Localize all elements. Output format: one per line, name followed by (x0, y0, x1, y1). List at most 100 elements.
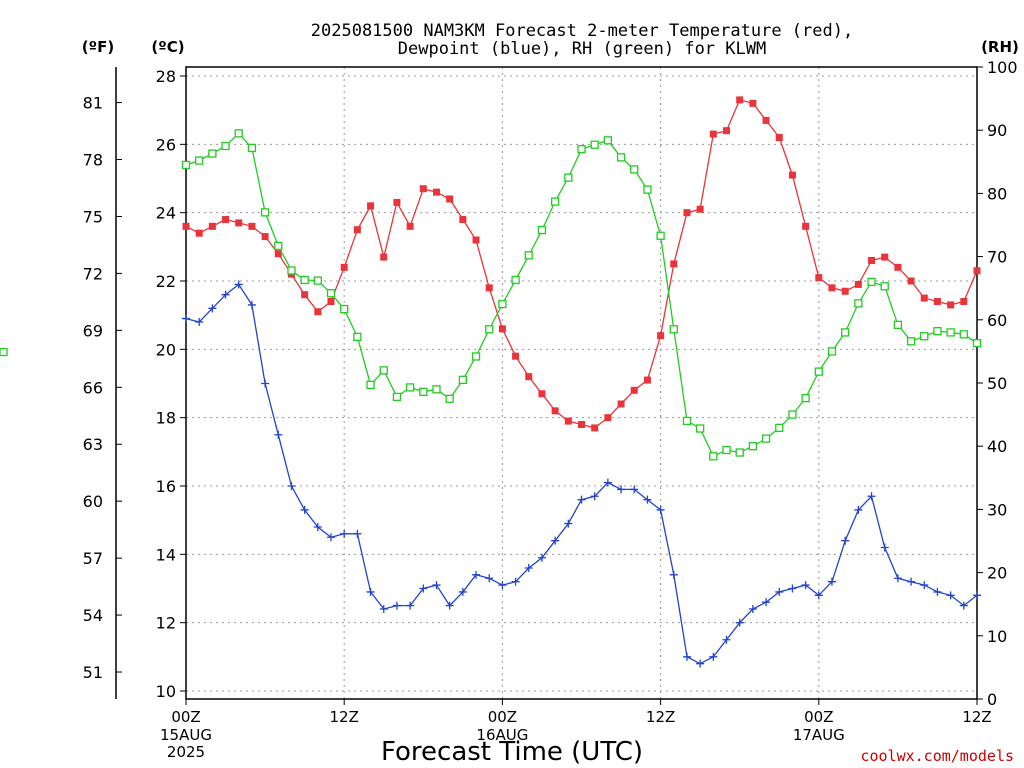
dewpoint-point (406, 601, 415, 610)
dewpoint-point (379, 605, 388, 613)
rh-point (577, 145, 586, 154)
rh-point (590, 140, 599, 149)
fahrenheit-tick-label: 60 (83, 492, 103, 511)
celsius-tick-label: 14 (156, 545, 176, 564)
rh-point (854, 299, 863, 308)
temperature-point (815, 274, 823, 282)
fahrenheit-tick-label: 78 (83, 151, 103, 170)
temperature-point (446, 195, 454, 203)
temperature-point (485, 284, 493, 292)
celsius-tick-label: 24 (156, 204, 176, 223)
dewpoint-point (959, 601, 968, 610)
temperature-point (327, 298, 335, 305)
plot-frame (185, 66, 978, 700)
temperature-point (367, 202, 375, 210)
dewpoint-point (867, 492, 876, 501)
series-line-dewpoint (185, 283, 978, 665)
temperature-point (182, 222, 190, 230)
temperature-point (380, 253, 388, 261)
rh-point (181, 160, 191, 170)
fahrenheit-tick-label: 51 (83, 663, 103, 682)
dewpoint-point (551, 536, 560, 545)
rh-point (471, 352, 481, 361)
rh-point (524, 251, 533, 260)
temperature-point (274, 250, 282, 258)
fahrenheit-unit-label: (ºF) (82, 38, 114, 56)
rh-point (616, 153, 626, 162)
temperature-point (498, 325, 506, 333)
dewpoint-point (907, 577, 916, 586)
temperature-point (353, 226, 361, 234)
dewpoint-point (208, 304, 217, 313)
celsius-unit-label: (ºC) (151, 38, 184, 56)
rh-point (709, 452, 718, 461)
dewpoint-point (537, 553, 546, 562)
rh-point (419, 387, 428, 396)
rh-point (841, 328, 850, 337)
celsius-tick-label: 16 (156, 477, 176, 496)
rh-point (274, 241, 283, 251)
dewpoint-point (195, 318, 204, 326)
rh-point (247, 143, 257, 153)
temperature-point (472, 236, 480, 244)
dewpoint-point (762, 598, 771, 607)
temperature-point (512, 352, 520, 360)
rh-point (630, 165, 639, 174)
temperature-point (604, 414, 612, 422)
dewpoint-point (814, 591, 823, 600)
temperature-point (578, 421, 585, 428)
dewpoint-point (669, 570, 678, 579)
dewpoint-point (603, 478, 612, 487)
temperature-point (538, 390, 546, 398)
rh-point (801, 394, 810, 403)
dewpoint-point (880, 543, 889, 552)
dewpoint-point (313, 523, 322, 531)
temperature-point (683, 209, 691, 217)
fahrenheit-tick-label: 57 (83, 549, 103, 568)
rh-point (195, 156, 204, 165)
rh-point (498, 299, 507, 309)
dewpoint-point (656, 505, 665, 514)
temperature-point (868, 257, 876, 264)
temperature-point (973, 267, 981, 275)
rh-point (445, 394, 454, 403)
dewpoint-point (788, 584, 797, 593)
x-axis-label: Forecast Time (UTC) (381, 737, 643, 767)
celsius-tick-label: 20 (156, 340, 176, 359)
dewpoint-point (353, 529, 362, 538)
dewpoint-point (682, 652, 691, 661)
temperature-point (591, 424, 599, 432)
fahrenheit-tick-label: 81 (83, 94, 103, 113)
dewpoint-point (366, 587, 375, 596)
rh-point (669, 325, 678, 334)
temperature-point (762, 116, 770, 124)
dewpoint-point (893, 574, 902, 583)
temperature-point (894, 263, 902, 271)
celsius-tick-label: 26 (156, 135, 176, 154)
rh-tick-label: 0 (987, 690, 997, 709)
chart-title-line1: 2025081500 NAM3KM Forecast 2-meter Tempe… (311, 21, 853, 41)
rh-point (788, 410, 797, 419)
dewpoint-point (511, 577, 520, 586)
rh-point (511, 275, 520, 285)
fahrenheit-tick-label: 69 (83, 321, 103, 340)
temperature-point (907, 277, 915, 285)
dewpoint-point (274, 430, 283, 439)
rh-tick-label: 80 (987, 184, 1007, 203)
rh-tick-label: 10 (987, 627, 1007, 646)
dewpoint-point (300, 505, 309, 514)
rh-point (603, 136, 613, 145)
temperature-point (630, 386, 638, 394)
rh-point (880, 282, 889, 291)
dewpoint-point (801, 581, 810, 590)
celsius-tick-label: 18 (156, 409, 176, 428)
rh-unit-label: (RH) (981, 38, 1019, 56)
temperature-point (960, 298, 968, 305)
fahrenheit-tick-label: 72 (83, 264, 103, 283)
rh-tick-label: 50 (987, 374, 1007, 393)
dewpoint-point (327, 533, 336, 542)
series-dewpoint (182, 280, 981, 668)
dewpoint-point (696, 659, 705, 668)
temperature-point (314, 308, 322, 316)
